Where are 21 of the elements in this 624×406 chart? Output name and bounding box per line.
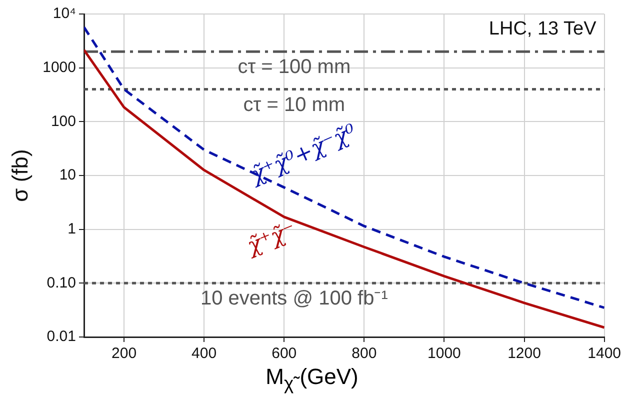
y-tick-label: 1000 bbox=[42, 58, 76, 76]
y-axis-title: σ (fb) bbox=[7, 149, 32, 202]
annotation: cτ = 10 mm bbox=[243, 94, 346, 116]
text: χ̃⁺χ̃⁻ bbox=[242, 218, 300, 260]
y-tick-label: 1 bbox=[68, 220, 76, 238]
x-axis-title: M$_{χ̃}$ (GeV) bbox=[264, 364, 360, 394]
y-tick-label: 10 bbox=[59, 166, 76, 184]
annotation: 10 events @ 100 fb⁻¹ bbox=[200, 288, 388, 310]
x-tick-label: 200 bbox=[112, 345, 137, 362]
x-tick-label: 1200 bbox=[508, 345, 541, 362]
y-tick-label: 0.01 bbox=[46, 328, 76, 346]
y-tick-label: 100 bbox=[50, 112, 76, 130]
x-tick-label: 1400 bbox=[588, 345, 622, 362]
x-tick-label: 1000 bbox=[428, 345, 461, 362]
x-tick-label: 800 bbox=[352, 345, 377, 362]
annotation: cτ = 100 mm bbox=[238, 56, 351, 78]
y-tick-label: 0.10 bbox=[46, 274, 76, 292]
x-tick-label: 400 bbox=[192, 345, 217, 362]
x-tick-label: 600 bbox=[272, 345, 297, 362]
y-tick-label: 10⁴ bbox=[52, 5, 76, 22]
annotation: LHC, 13 TeV bbox=[488, 18, 597, 40]
